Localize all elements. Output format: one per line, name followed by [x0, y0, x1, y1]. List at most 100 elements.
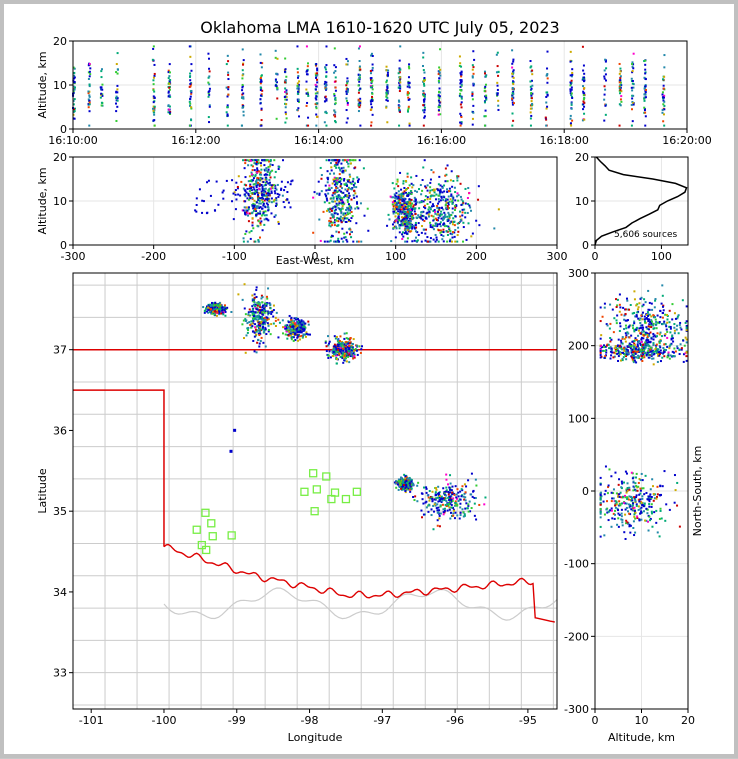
source-point: [583, 106, 585, 108]
source-point: [255, 308, 257, 310]
source-point: [643, 331, 645, 333]
source-point: [422, 90, 424, 92]
source-point: [427, 184, 429, 186]
source-point: [284, 87, 286, 89]
source-point: [245, 319, 247, 321]
source-point: [280, 189, 282, 191]
source-point: [435, 234, 437, 236]
county-lines: [73, 273, 557, 709]
source-point: [343, 183, 345, 185]
source-point: [290, 334, 292, 336]
source-point: [478, 185, 480, 187]
source-point: [400, 224, 402, 226]
source-point: [433, 511, 435, 513]
source-point: [392, 182, 394, 184]
source-point: [415, 237, 417, 239]
source-point: [284, 99, 286, 101]
source-point: [659, 321, 661, 323]
source-point: [405, 480, 407, 482]
source-point: [628, 336, 630, 338]
source-point: [222, 306, 224, 308]
source-point: [254, 183, 256, 185]
source-point: [116, 88, 118, 90]
source-point: [665, 323, 667, 325]
source-point: [253, 177, 255, 179]
source-point: [475, 497, 477, 499]
source-point: [323, 211, 325, 213]
source-point: [152, 59, 154, 61]
source-point: [324, 241, 326, 243]
source-point: [438, 114, 440, 116]
source-point: [303, 334, 305, 336]
source-point: [545, 117, 547, 119]
x-tick-label: -95: [519, 714, 537, 727]
source-point: [115, 103, 117, 105]
source-point: [423, 111, 425, 113]
source-point: [625, 308, 627, 310]
source-point: [437, 188, 439, 190]
source-point: [270, 159, 272, 161]
source-point: [348, 197, 350, 199]
source-point: [294, 332, 296, 334]
source-point: [226, 307, 228, 309]
source-point: [259, 325, 261, 327]
source-point: [484, 90, 486, 92]
source-point: [409, 82, 411, 84]
source-point: [223, 190, 225, 192]
source-point: [324, 121, 326, 123]
source-point: [244, 283, 246, 285]
source-point: [605, 73, 607, 75]
source-point: [438, 77, 440, 79]
x-tick-label: -100: [151, 714, 176, 727]
source-point: [222, 191, 224, 193]
source-point: [335, 66, 337, 68]
source-point: [343, 167, 345, 169]
source-point: [356, 350, 358, 352]
source-point: [340, 349, 342, 351]
source-point: [284, 96, 286, 98]
source-point: [430, 237, 432, 239]
source-point: [447, 164, 449, 166]
source-point: [275, 325, 277, 327]
source-point: [297, 335, 299, 337]
source-point: [582, 46, 584, 48]
source-point: [423, 85, 425, 87]
source-point: [644, 316, 646, 318]
source-point: [631, 89, 633, 91]
source-point: [456, 192, 458, 194]
source-point: [460, 495, 462, 497]
source-point: [256, 169, 258, 171]
source-point: [416, 191, 418, 193]
source-point: [616, 306, 618, 308]
source-point: [619, 73, 621, 75]
y-tick-label: 0: [60, 239, 67, 252]
source-point: [357, 354, 359, 356]
source-point: [431, 491, 433, 493]
source-point: [264, 214, 266, 216]
source-point: [439, 72, 441, 74]
source-point: [340, 178, 342, 180]
source-point: [617, 299, 619, 301]
source-point: [622, 359, 624, 361]
source-point: [399, 81, 401, 83]
source-point: [686, 339, 688, 341]
source-point: [367, 208, 369, 210]
source-point: [264, 305, 266, 307]
source-point: [409, 86, 411, 88]
source-point: [370, 70, 372, 72]
source-point: [441, 496, 443, 498]
source-point: [261, 159, 263, 161]
source-point: [349, 195, 351, 197]
source-point: [666, 329, 668, 331]
source-point: [497, 75, 499, 77]
source-point: [427, 241, 429, 243]
source-point: [430, 226, 432, 228]
source-point: [153, 114, 155, 116]
source-point: [315, 114, 317, 116]
source-point: [619, 89, 621, 91]
source-point: [424, 185, 426, 187]
source-point: [463, 515, 465, 517]
source-point: [285, 106, 287, 108]
source-point: [511, 63, 513, 65]
source-point: [546, 91, 548, 93]
